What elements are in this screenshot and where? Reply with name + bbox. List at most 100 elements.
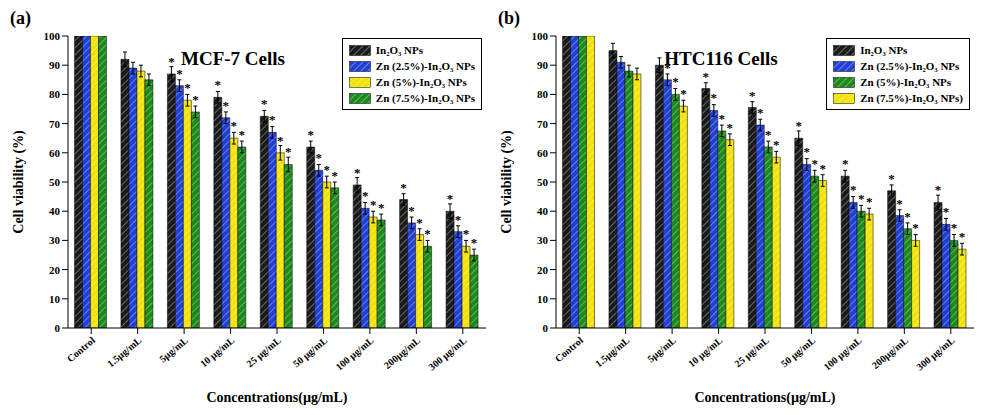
svg-text:*: * — [842, 156, 849, 171]
svg-text:*: * — [795, 118, 802, 133]
svg-text:*: * — [323, 162, 330, 177]
svg-text:100 µg/mL: 100 µg/mL — [821, 334, 864, 372]
svg-text:100: 100 — [532, 30, 549, 42]
svg-text:80: 80 — [537, 88, 549, 100]
svg-text:*: * — [711, 90, 718, 105]
svg-text:*: * — [269, 112, 276, 127]
svg-text:*: * — [896, 196, 903, 211]
svg-text:40: 40 — [49, 205, 61, 217]
svg-text:30: 30 — [537, 234, 549, 246]
svg-text:*: * — [765, 127, 772, 142]
svg-text:*: * — [362, 188, 369, 203]
svg-text:70: 70 — [537, 118, 549, 130]
svg-text:25 µg/mL: 25 µg/mL — [732, 334, 771, 369]
svg-text:*: * — [951, 220, 958, 235]
svg-text:1.5µg/mL: 1.5µg/mL — [105, 334, 144, 369]
svg-text:50 µg/mL: 50 µg/mL — [291, 334, 330, 369]
svg-text:Control: Control — [553, 334, 586, 364]
svg-text:50: 50 — [537, 176, 549, 188]
svg-text:*: * — [223, 98, 230, 113]
svg-text:*: * — [354, 165, 361, 180]
svg-text:Concentrations(µg/mL): Concentrations(µg/mL) — [206, 390, 347, 406]
svg-text:*: * — [184, 80, 191, 95]
svg-text:*: * — [858, 191, 865, 206]
svg-text:*: * — [757, 105, 764, 120]
svg-text:*: * — [749, 88, 756, 103]
svg-text:0: 0 — [543, 322, 549, 334]
svg-text:0: 0 — [55, 322, 61, 334]
svg-text:Cell viability (%): Cell viability (%) — [499, 130, 515, 234]
svg-text:*: * — [378, 200, 385, 215]
svg-text:25 µg/mL: 25 µg/mL — [244, 334, 283, 369]
svg-text:*: * — [959, 229, 966, 244]
svg-text:20: 20 — [49, 264, 61, 276]
svg-text:100: 100 — [44, 30, 61, 42]
html-text:(a): (a) — [10, 8, 31, 28]
svg-text:*: * — [904, 209, 911, 224]
svg-text:*: * — [672, 74, 679, 89]
svg-text:*: * — [773, 137, 780, 152]
html-text:HTC116 Cells: HTC116 Cells — [664, 48, 778, 69]
svg-text:*: * — [168, 54, 175, 69]
svg-text:*: * — [680, 86, 687, 101]
svg-text:*: * — [192, 92, 199, 107]
svg-text:5µg/mL: 5µg/mL — [645, 334, 678, 364]
svg-text:*: * — [416, 215, 423, 230]
svg-text:*: * — [370, 197, 377, 212]
svg-text:60: 60 — [537, 147, 549, 159]
svg-text:*: * — [331, 168, 338, 183]
html-text:MCF-7 Cells: MCF-7 Cells — [181, 48, 285, 69]
svg-text:50: 50 — [49, 176, 61, 188]
svg-text:30: 30 — [49, 234, 61, 246]
svg-text:*: * — [703, 69, 710, 84]
svg-text:*: * — [261, 96, 268, 111]
svg-text:*: * — [912, 220, 919, 235]
svg-text:*: * — [811, 156, 818, 171]
svg-text:*: * — [447, 191, 454, 206]
svg-text:*: * — [408, 203, 415, 218]
svg-text:200µg/mL: 200µg/mL — [870, 334, 911, 371]
svg-text:*: * — [888, 171, 895, 186]
svg-text:*: * — [719, 111, 726, 126]
svg-text:100 µg/mL: 100 µg/mL — [333, 334, 376, 372]
svg-text:10 µg/mL: 10 µg/mL — [198, 334, 237, 369]
svg-text:*: * — [400, 180, 407, 195]
svg-text:90: 90 — [49, 59, 61, 71]
svg-text:*: * — [239, 127, 246, 142]
svg-text:*: * — [231, 118, 238, 133]
svg-text:*: * — [215, 77, 222, 92]
svg-text:*: * — [727, 120, 734, 135]
svg-text:Cell viability (%): Cell viability (%) — [11, 130, 27, 234]
svg-text:*: * — [819, 161, 826, 176]
svg-text:90: 90 — [537, 59, 549, 71]
svg-text:*: * — [315, 150, 322, 165]
svg-text:10: 10 — [537, 293, 549, 305]
svg-text:1.5µg/mL: 1.5µg/mL — [593, 334, 632, 369]
svg-text:50 µg/mL: 50 µg/mL — [779, 334, 818, 369]
svg-text:*: * — [850, 182, 857, 197]
svg-text:*: * — [935, 182, 942, 197]
svg-text:80: 80 — [49, 88, 61, 100]
svg-text:*: * — [943, 204, 950, 219]
svg-text:300 µg/mL: 300 µg/mL — [914, 334, 957, 372]
svg-text:Control: Control — [65, 334, 98, 364]
svg-text:*: * — [424, 226, 431, 241]
svg-text:*: * — [463, 226, 470, 241]
svg-text:300 µg/mL: 300 µg/mL — [426, 334, 469, 372]
svg-text:10 µg/mL: 10 µg/mL — [686, 334, 725, 369]
svg-text:40: 40 — [537, 205, 549, 217]
svg-text:*: * — [277, 133, 284, 148]
svg-text:20: 20 — [537, 264, 549, 276]
svg-text:Concentrations(µg/mL): Concentrations(µg/mL) — [694, 390, 835, 406]
svg-text:*: * — [285, 144, 292, 159]
svg-text:200µg/mL: 200µg/mL — [382, 334, 423, 371]
svg-text:*: * — [455, 212, 462, 227]
svg-text:*: * — [471, 235, 478, 250]
svg-text:60: 60 — [49, 147, 61, 159]
svg-text:10: 10 — [49, 293, 61, 305]
svg-text:*: * — [803, 144, 810, 159]
svg-text:*: * — [307, 127, 314, 142]
svg-text:5µg/mL: 5µg/mL — [157, 334, 190, 364]
svg-text:*: * — [866, 194, 873, 209]
svg-text:70: 70 — [49, 118, 61, 130]
